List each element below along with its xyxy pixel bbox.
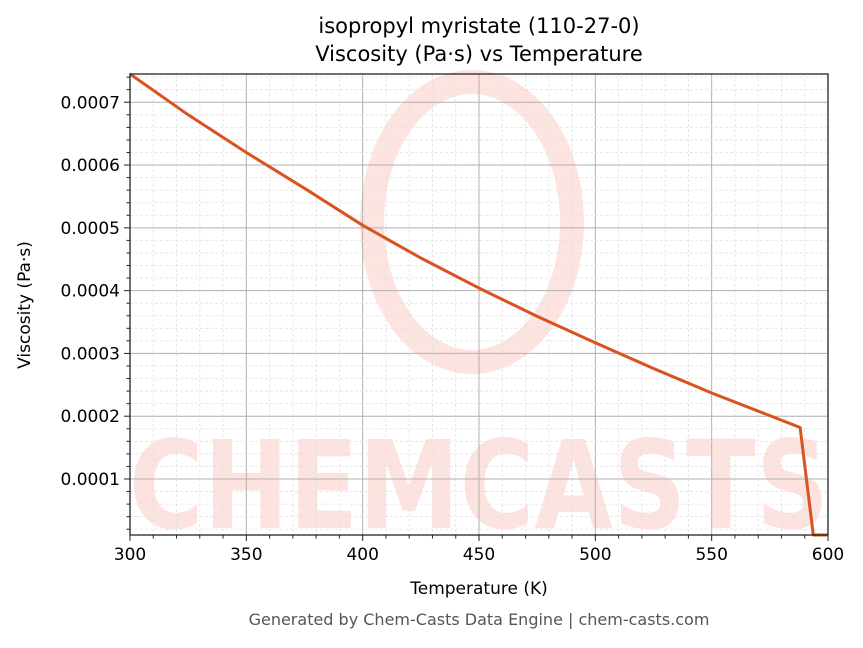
series-line <box>129 72 828 537</box>
x-tick-label: 500 <box>579 545 611 565</box>
y-tick-label: 0.0007 <box>61 93 120 113</box>
x-tick-label: 350 <box>230 545 262 565</box>
x-tick-label: 450 <box>463 545 495 565</box>
x-tick-label: 600 <box>812 545 844 565</box>
y-tick-label: 0.0004 <box>61 282 120 302</box>
y-tick-label: 0.0001 <box>61 470 120 490</box>
x-axis-label: Temperature (K) <box>409 579 548 599</box>
y-tick-label: 0.0006 <box>61 156 120 176</box>
chart-title: isopropyl myristate (110-27-0) <box>318 14 639 38</box>
y-tick-label: 0.0003 <box>61 344 120 364</box>
plot-frame <box>129 73 829 536</box>
y-tick-label: 0.0002 <box>61 407 120 427</box>
footer-text: Generated by Chem-Casts Data Engine | ch… <box>249 610 710 629</box>
x-tick-label: 300 <box>114 545 146 565</box>
x-tick-label: 550 <box>695 545 727 565</box>
x-tick-label: 400 <box>346 545 378 565</box>
y-tick-label: 0.0005 <box>61 219 120 239</box>
y-axis-label: Viscosity (Pa·s) <box>15 241 35 369</box>
chart-subtitle: Viscosity (Pa·s) vs Temperature <box>315 42 643 66</box>
